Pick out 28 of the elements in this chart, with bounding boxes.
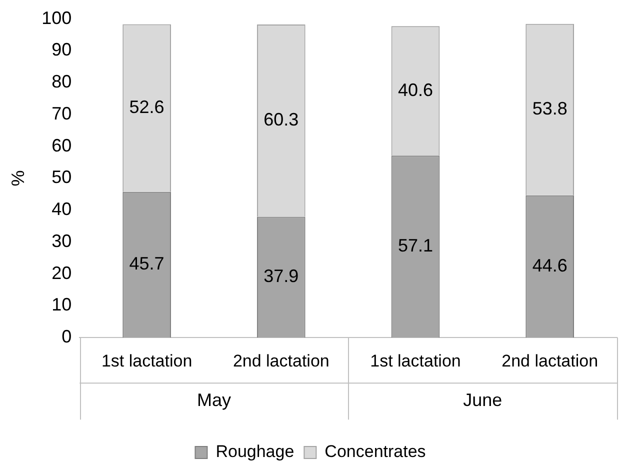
- data-label: 53.8: [532, 98, 568, 119]
- y-tick-label: 90: [52, 40, 72, 60]
- y-tick-label: 0: [62, 326, 72, 347]
- x-tick-label: 2nd lactation: [502, 351, 598, 370]
- data-label: 44.6: [532, 255, 568, 276]
- data-label: 57.1: [398, 236, 434, 256]
- data-label: 45.7: [129, 254, 164, 274]
- y-tick-label: 40: [52, 199, 72, 220]
- x-tick-label: 1st lactation: [101, 351, 192, 370]
- y-tick-label: 50: [52, 167, 72, 188]
- y-tick-label: 10: [52, 294, 72, 315]
- data-label: 60.3: [264, 110, 299, 130]
- text: June: [463, 390, 502, 410]
- y-tick-label: 60: [52, 135, 72, 156]
- data-label: 40.6: [398, 80, 434, 100]
- data-label: 37.9: [264, 266, 299, 286]
- legend-label: Roughage: [216, 442, 294, 462]
- y-axis-title: %: [8, 170, 28, 186]
- legend-label: Concentrates: [324, 442, 426, 462]
- y-tick-label: 30: [52, 230, 72, 251]
- y-tick-label: 80: [52, 72, 72, 92]
- x-tick-label: 2nd lactation: [232, 351, 330, 370]
- y-tick-label: 70: [52, 103, 72, 124]
- y-tick-label: 20: [52, 262, 72, 283]
- y-tick-label: 100: [42, 8, 72, 28]
- x-tick-label: 1st lactation: [370, 351, 461, 370]
- text: May: [196, 390, 231, 410]
- data-label: 52.6: [129, 97, 164, 118]
